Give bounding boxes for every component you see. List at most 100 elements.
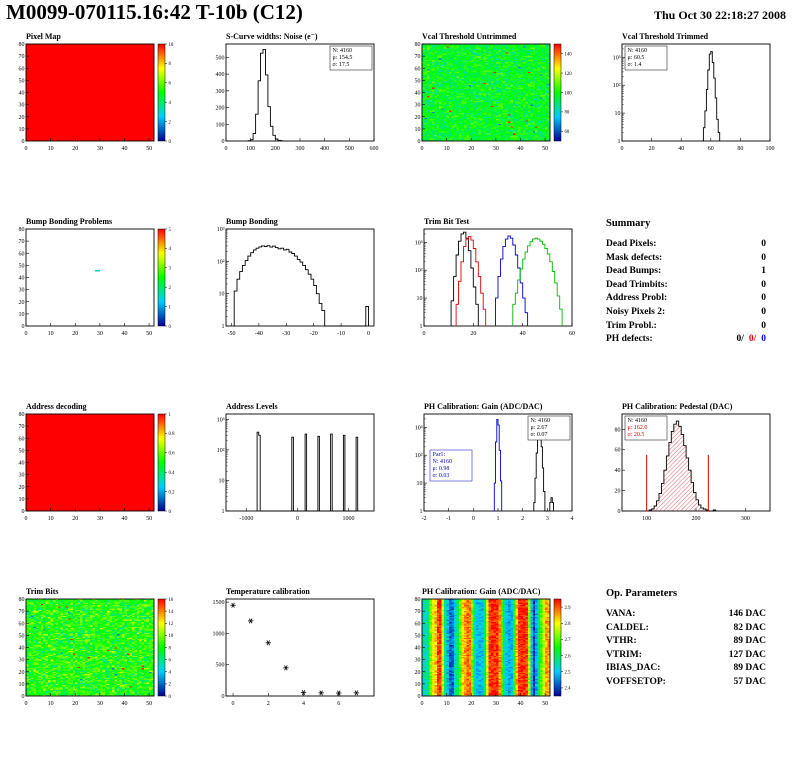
svg-text:0: 0	[25, 331, 28, 337]
op-parameters-row-label: VTHR:	[606, 636, 637, 647]
svg-text:400: 400	[320, 146, 329, 152]
svg-text:10: 10	[444, 146, 450, 152]
ph-pedestal-stats-box	[624, 415, 668, 441]
summary-ph-defects-value: 0/	[736, 334, 744, 345]
vcal-untrimmed-chart: Vcal Threshold Untrimmed 0 10 20 30 40 50 0 10 20…	[415, 32, 573, 152]
pixel-map-colorbar	[157, 43, 166, 142]
svg-text:50: 50	[146, 331, 152, 337]
svg-text:100: 100	[766, 146, 775, 152]
svg-text:10: 10	[169, 634, 174, 639]
svg-text:200: 200	[692, 516, 701, 522]
svg-text:10: 10	[415, 682, 421, 688]
svg-text:0: 0	[25, 146, 28, 152]
panel-vcal-untrimmed: Vcal Threshold Untrimmed 0 10 20 30 40 50 0 10 20…	[398, 30, 596, 215]
svg-text:10³: 10³	[613, 55, 621, 61]
svg-text:40: 40	[19, 461, 25, 467]
vcal-trimmed-histogram	[701, 51, 721, 142]
svg-text:0: 0	[222, 139, 225, 145]
svg-text:0: 0	[367, 331, 370, 337]
svg-text:0: 0	[418, 694, 421, 700]
svg-text:1: 1	[222, 509, 225, 515]
panel-ph-gain-hist: PH Calibration: Gain (ADC/DAC) -2 -1 0 1 2 3 4 1…	[398, 400, 596, 585]
svg-text:60: 60	[19, 436, 25, 442]
svg-text:140: 140	[565, 53, 573, 58]
svg-text:1: 1	[497, 516, 500, 522]
address-levels-frame	[225, 413, 375, 512]
svg-text:20: 20	[615, 489, 621, 495]
vcal-trimmed-frame	[621, 43, 771, 142]
ph-gain-hist-stats-box	[527, 415, 571, 441]
temp-cal-chart: Temperature calibration 0 2 4 6 0 500 1000 1500	[213, 587, 375, 707]
svg-text:N: 4160: N: 4160	[531, 418, 551, 424]
svg-text:20: 20	[72, 701, 78, 707]
ph-gain-map-map-image	[422, 599, 550, 696]
ph-gain-map-chart: PH Calibration: Gain (ADC/DAC) 0 10 20 30 40 5…	[415, 587, 572, 707]
svg-text:300: 300	[216, 89, 225, 95]
svg-text:0: 0	[25, 701, 28, 707]
svg-text:2: 2	[169, 120, 172, 125]
summary-row: Trim Probl.: 0	[606, 320, 766, 334]
svg-text:-50: -50	[227, 331, 235, 337]
summary-row: Noisy Pixels 2: 0	[606, 306, 766, 320]
svg-text:0: 0	[169, 510, 172, 515]
svg-text:80: 80	[19, 412, 25, 418]
svg-text:100: 100	[246, 146, 255, 152]
asterisk-marker	[248, 618, 253, 624]
panel-address-decoding: Address decoding 0 10 20 30 40 50 0 10 20 30 40 50 60…	[2, 400, 200, 585]
op-parameters-row: VTHR: 89 DAC	[606, 635, 766, 649]
svg-text:60: 60	[615, 448, 621, 454]
svg-text:10: 10	[19, 127, 25, 133]
op-parameters-row-value: 146 DAC	[728, 609, 766, 619]
svg-text:20: 20	[19, 115, 25, 121]
svg-text:40: 40	[19, 91, 25, 97]
svg-text:30: 30	[19, 658, 25, 664]
svg-text:20: 20	[415, 670, 421, 676]
svg-text:40: 40	[415, 91, 421, 97]
svg-text:80: 80	[19, 42, 25, 48]
vcal-untrimmed-colorbar	[553, 43, 562, 142]
svg-text:20: 20	[470, 331, 476, 337]
op-parameters-row-label: VANA:	[606, 609, 636, 619]
svg-text:20: 20	[649, 146, 655, 152]
svg-text:1000: 1000	[213, 631, 225, 637]
scurve-noise-chart: S-Curve widths: Noise (e⁻) 0 100 200 300 400 5…	[216, 32, 379, 152]
trim-bit-test-series-1	[455, 236, 487, 326]
panel-temp-cal: Temperature calibration 0 2 4 6 0 500 1000 1500	[200, 585, 398, 770]
svg-text:1: 1	[420, 324, 423, 330]
pixel-map-title: Pixel Map	[26, 32, 61, 41]
svg-text:70: 70	[415, 54, 421, 60]
svg-text:16: 16	[169, 598, 174, 603]
svg-text:80: 80	[615, 427, 621, 433]
svg-text:30: 30	[97, 146, 103, 152]
asterisk-marker	[284, 665, 288, 671]
svg-text:3: 3	[169, 267, 172, 272]
svg-text:N: 4160: N: 4160	[433, 459, 453, 465]
svg-text:-10: -10	[337, 331, 345, 337]
op-parameters-row-label: IBIAS_DAC:	[606, 663, 661, 674]
bump-bonding-histogram	[233, 245, 369, 327]
svg-text:60: 60	[19, 621, 25, 627]
svg-text:5: 5	[169, 228, 172, 233]
svg-text:μ: 162.0: μ: 162.0	[628, 425, 648, 431]
svg-text:N: 4160: N: 4160	[628, 48, 648, 54]
svg-text:30: 30	[493, 701, 499, 707]
svg-text:40: 40	[121, 516, 127, 522]
trim-bit-test-chart: Trim Bit Test 0 20 40 60 1 10 10² 10³	[415, 217, 575, 337]
svg-text:20: 20	[72, 146, 78, 152]
summary-row: Dead Trimbits: 0	[606, 279, 766, 293]
svg-text:50: 50	[19, 263, 25, 269]
svg-text:50: 50	[146, 516, 152, 522]
panel-scurve-noise: S-Curve widths: Noise (e⁻) 0 100 200 300 400 5…	[200, 30, 398, 215]
svg-text:60: 60	[415, 621, 421, 627]
svg-text:60: 60	[19, 251, 25, 257]
svg-text:μ: 0.98: μ: 0.98	[433, 466, 450, 472]
panel-ph-gain-map: PH Calibration: Gain (ADC/DAC) 0 10 20 30 40 5…	[398, 585, 596, 770]
svg-text:10: 10	[444, 701, 450, 707]
svg-text:10: 10	[219, 292, 225, 298]
svg-text:30: 30	[415, 103, 421, 109]
scurve-noise-title: S-Curve widths: Noise (e⁻)	[226, 32, 318, 41]
svg-text:40: 40	[121, 146, 127, 152]
svg-text:50: 50	[542, 146, 548, 152]
svg-text:8: 8	[169, 646, 172, 651]
